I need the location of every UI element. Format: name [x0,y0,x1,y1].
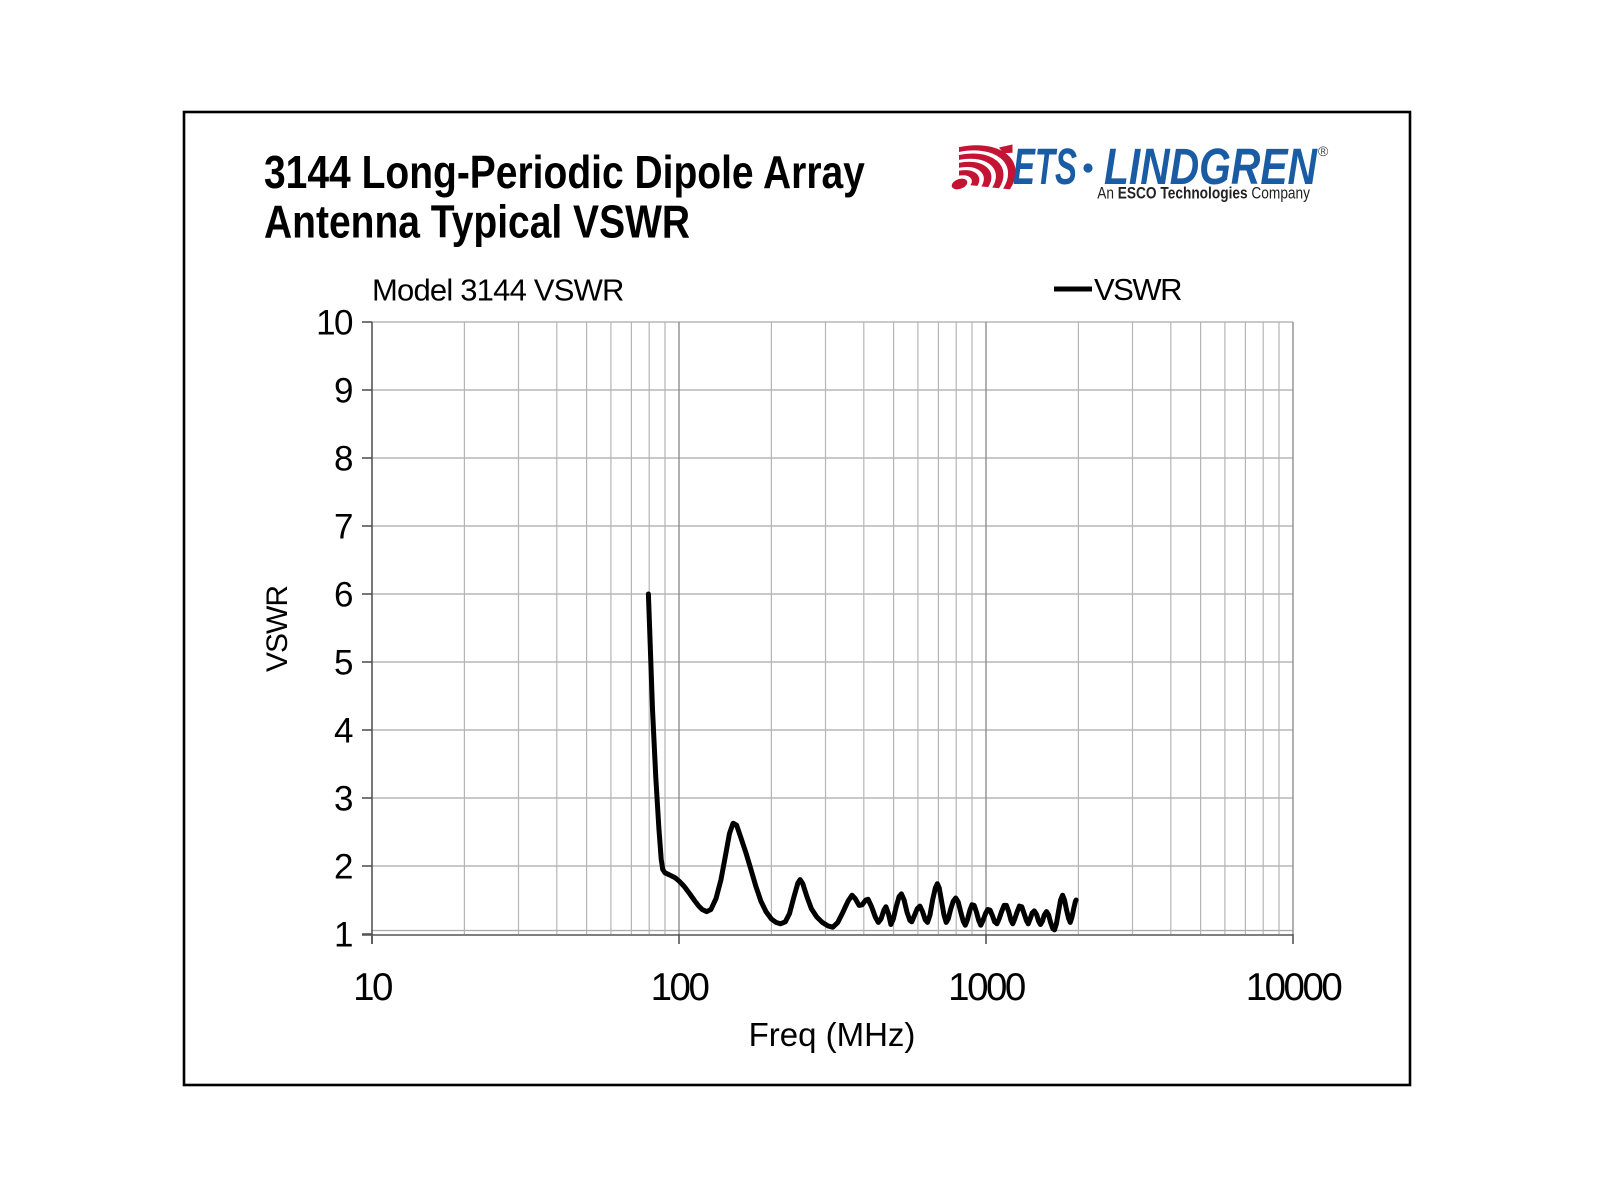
svg-text:Freq (MHz): Freq (MHz) [749,1016,916,1053]
svg-text:10: 10 [353,966,392,1009]
svg-text:5: 5 [334,644,352,683]
svg-text:3144 Long-Periodic Dipole Arra: 3144 Long-Periodic Dipole Array [264,147,865,199]
svg-text:ETS: ETS [1013,139,1077,196]
svg-text:6: 6 [334,576,352,615]
svg-text:VSWR: VSWR [1094,272,1181,307]
svg-text:®: ® [1318,143,1329,159]
svg-text:9: 9 [334,372,352,411]
svg-text:10000: 10000 [1246,966,1342,1009]
svg-text:VSWR: VSWR [261,586,294,672]
svg-text:7: 7 [334,508,352,547]
svg-text:4: 4 [334,712,353,751]
svg-text:LINDGREN: LINDGREN [1104,138,1318,195]
svg-text:1: 1 [334,916,352,955]
svg-text:10: 10 [316,304,353,343]
svg-text:3: 3 [334,780,352,819]
svg-text:Antenna Typical VSWR: Antenna Typical VSWR [264,197,690,249]
svg-text:An ESCO Technologies Company: An ESCO Technologies Company [1097,184,1310,202]
svg-text:8: 8 [334,440,352,479]
svg-text:1000: 1000 [948,966,1025,1009]
svg-text:Model 3144 VSWR: Model 3144 VSWR [372,273,624,308]
svg-text:100: 100 [651,966,709,1009]
svg-text:2: 2 [334,848,352,887]
